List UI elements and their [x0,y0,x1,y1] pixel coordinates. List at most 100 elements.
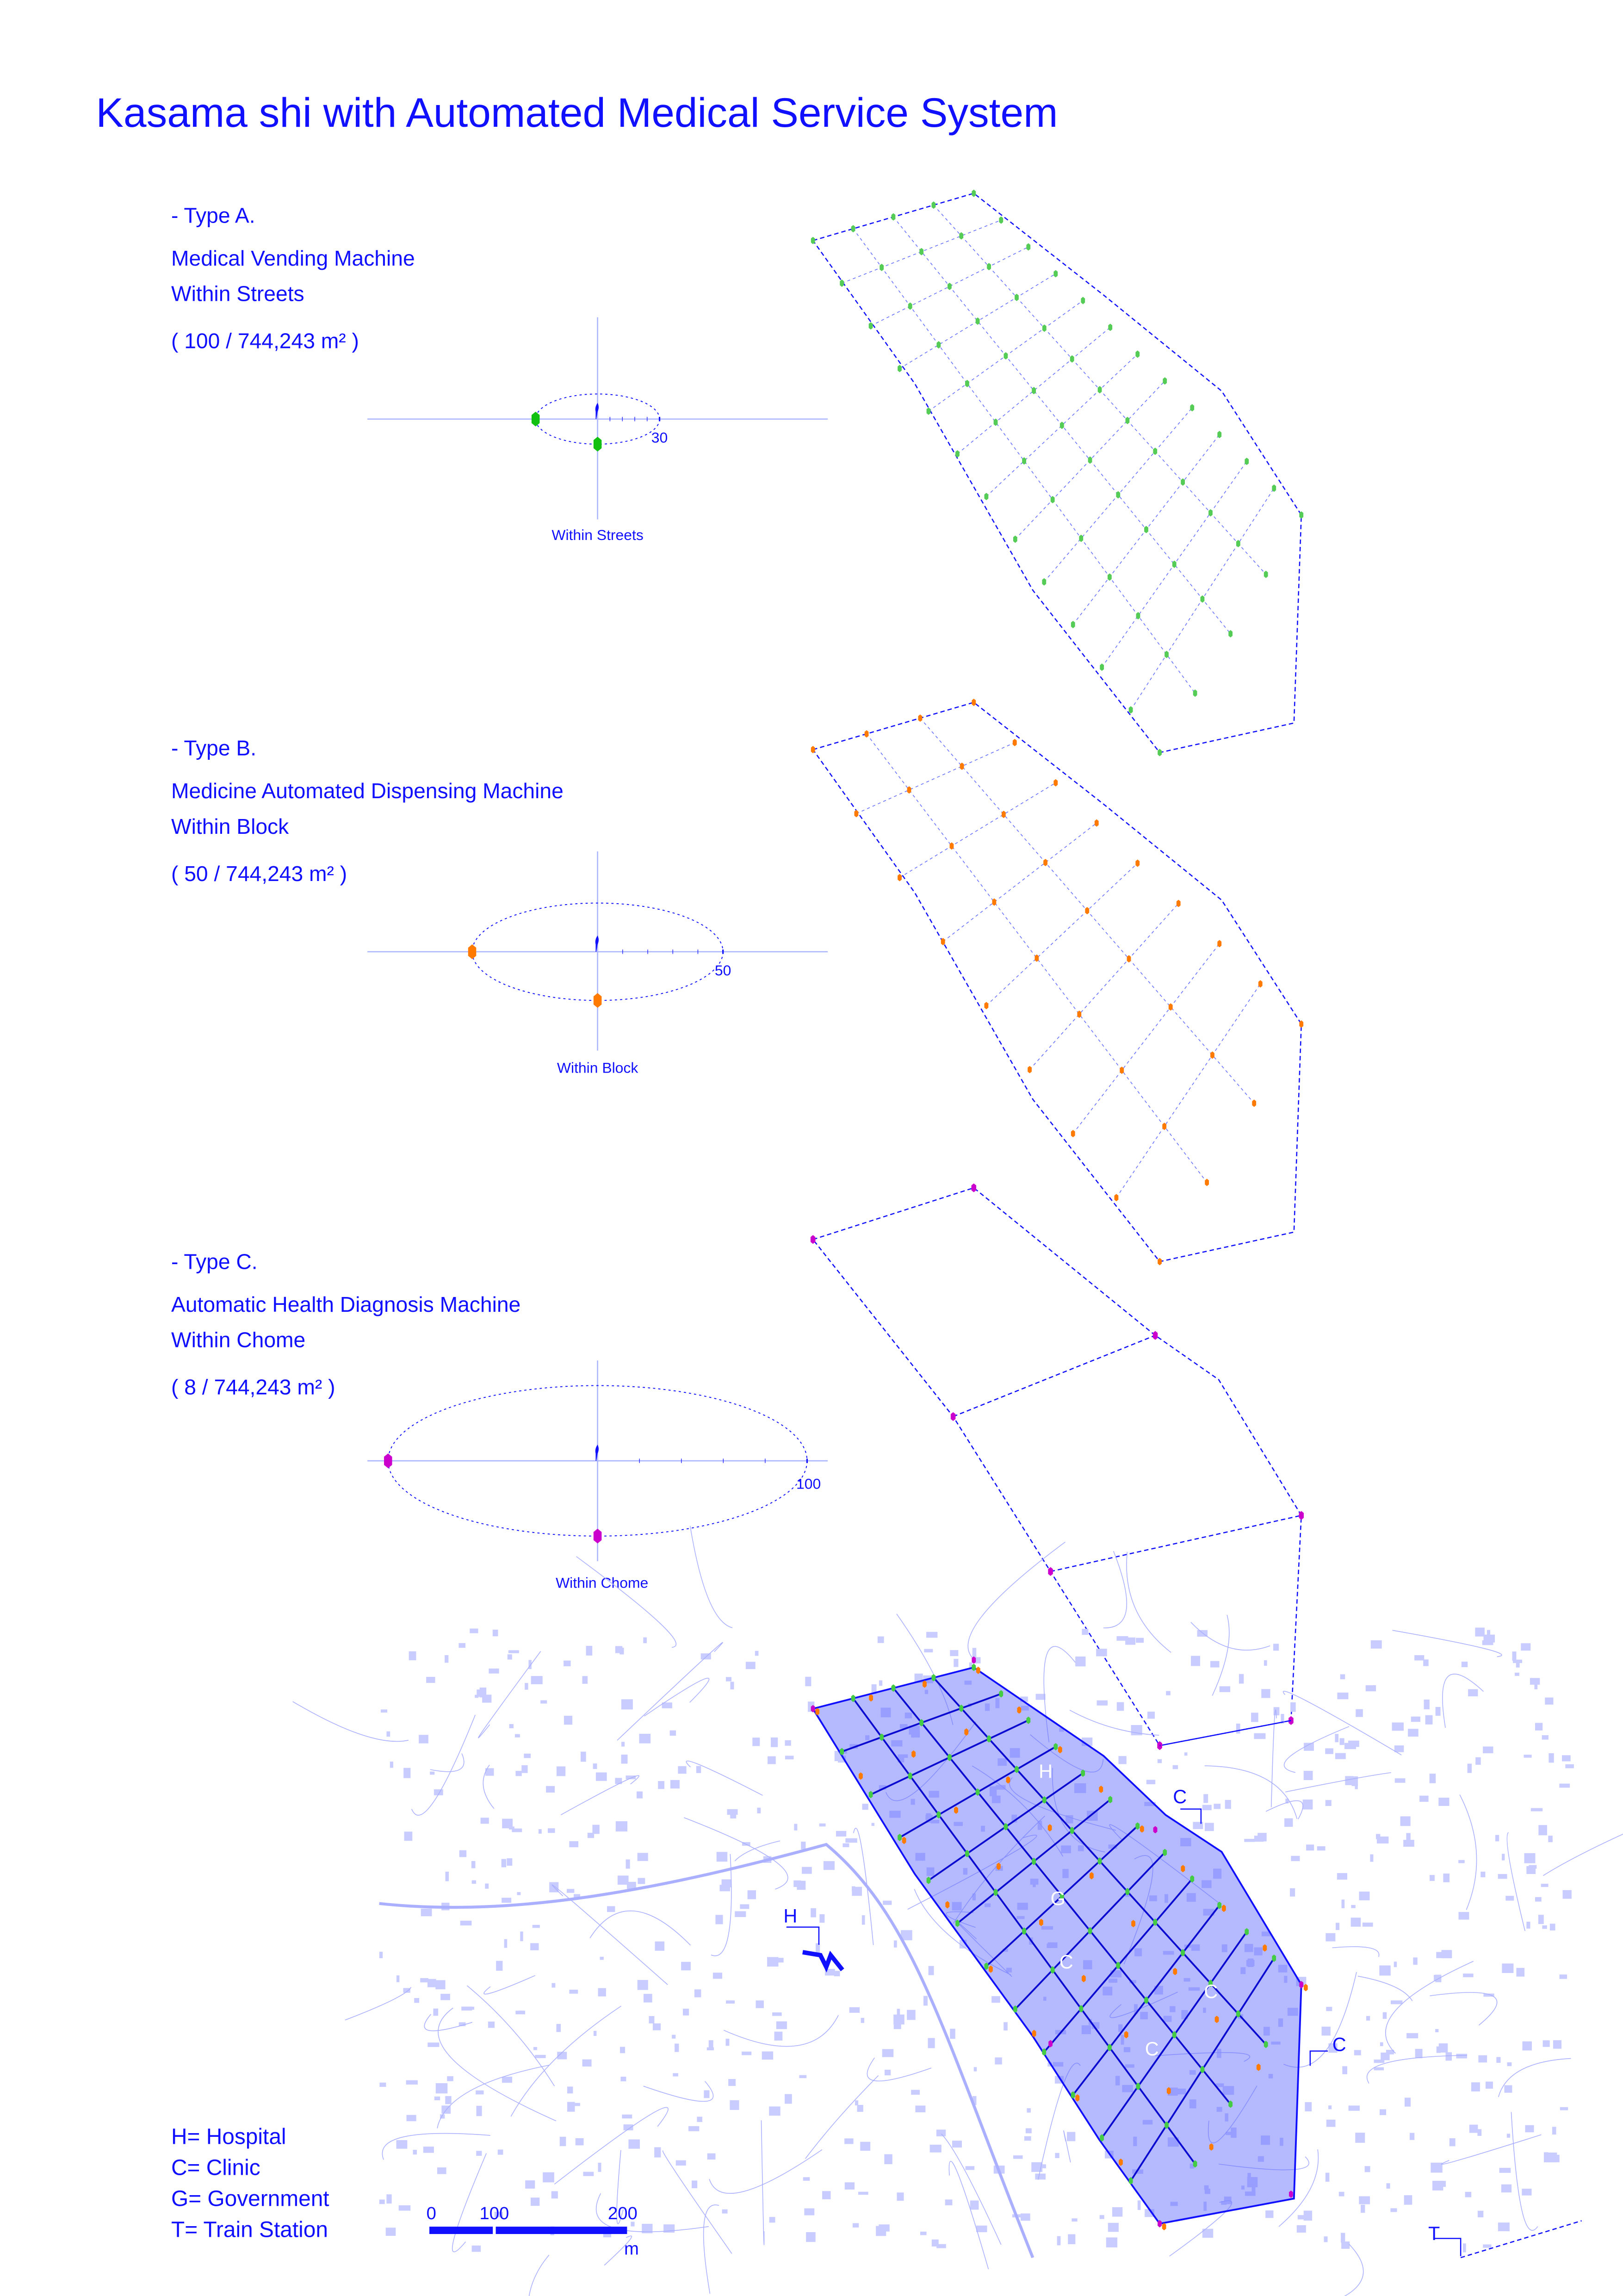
type-a-network [811,189,1304,757]
building [1183,1978,1190,1982]
building [1202,1880,1212,1888]
legend-item: T= Train Station [171,2217,328,2242]
machine-marker-icon [1200,2066,1205,2073]
legend-item: H= Hospital [171,2125,286,2149]
machine-marker-icon [908,1772,912,1780]
building [507,1654,512,1660]
building [1142,2120,1153,2125]
road [686,1761,763,1796]
building [1361,2204,1365,2213]
building [880,1707,891,1718]
road [1506,1832,1526,1931]
building [547,1828,555,1833]
building [1203,1794,1208,1803]
road [1357,1975,1413,2001]
building [615,1821,628,1832]
machine-marker-icon [1125,1888,1130,1896]
building [1552,2127,1556,2135]
machine-marker-icon [891,213,896,221]
building [929,1791,939,1798]
network-link [1072,943,1220,1134]
machine-marker-icon [911,1750,916,1758]
road [946,1911,976,1928]
building [692,2180,698,2189]
type-scope: Within Block [171,814,289,838]
building [926,1632,938,1638]
building [1425,1715,1433,1725]
building [973,2067,977,2072]
building [639,1733,651,1744]
road [1123,1855,1153,1965]
clinic-label: C [1145,2038,1159,2060]
machine-marker-icon [1125,416,1130,424]
building [539,1829,542,1834]
road [867,2057,932,2082]
clinic-label: C [1332,2034,1346,2055]
road [1043,1646,1076,1743]
building [1535,1723,1543,1731]
road [709,2149,823,2194]
building [1542,2040,1550,2047]
building [985,1903,991,1907]
building [774,2031,783,2041]
building [1065,1815,1073,1824]
building [823,1861,835,1870]
building [1415,2048,1423,2059]
building [1498,1874,1507,1879]
building [1560,2107,1568,2110]
building [1006,1967,1012,1973]
machine-marker-icon [1181,478,1185,486]
machine-marker-icon [1152,1331,1158,1340]
machine-marker-icon [1032,1857,1036,1865]
building [427,2042,440,2047]
road [467,1985,555,2086]
building [742,1842,750,1846]
building [1339,1738,1344,1745]
machine-marker-icon [1059,1892,1064,1900]
building [785,1740,791,1746]
building [844,1749,847,1754]
building [1172,1765,1178,1769]
building [1458,1912,1469,1920]
building [860,2141,871,2151]
building [1122,2085,1133,2092]
road [528,2254,550,2296]
building [1280,2137,1283,2146]
building [924,1649,933,1653]
machine-marker-icon [1089,1872,1094,1880]
road [941,2134,1002,2245]
building [1321,2026,1331,2036]
building [907,2010,916,2020]
machine-marker-icon [959,1704,964,1712]
machine-marker-icon [1165,651,1169,658]
building [1225,1800,1231,1809]
building [1559,1974,1567,1979]
road [972,1765,1064,1857]
road [1511,2112,1538,2231]
building [1303,1771,1313,1781]
building [834,1971,840,1977]
building [485,1883,489,1889]
building [844,2138,854,2144]
building [991,1996,1000,2003]
machine-marker-icon [1131,1920,1135,1928]
building [435,2083,448,2094]
building [924,1689,929,1694]
road [684,1817,788,1890]
machine-marker-icon [965,379,969,387]
building [926,1867,935,1876]
building [1338,2191,1344,2197]
building [799,2075,807,2079]
building [1443,1874,1450,1882]
building [785,2094,792,2104]
building [445,1871,449,1881]
building [1477,2129,1482,2136]
building [1251,1713,1258,1722]
machine-marker-icon [1208,1980,1213,1987]
machine-marker-icon [868,1791,873,1799]
building [1434,1974,1438,1981]
network-link [1029,903,1179,1070]
machine-marker-icon [1172,560,1177,568]
building [802,1867,812,1874]
building [509,1724,514,1729]
